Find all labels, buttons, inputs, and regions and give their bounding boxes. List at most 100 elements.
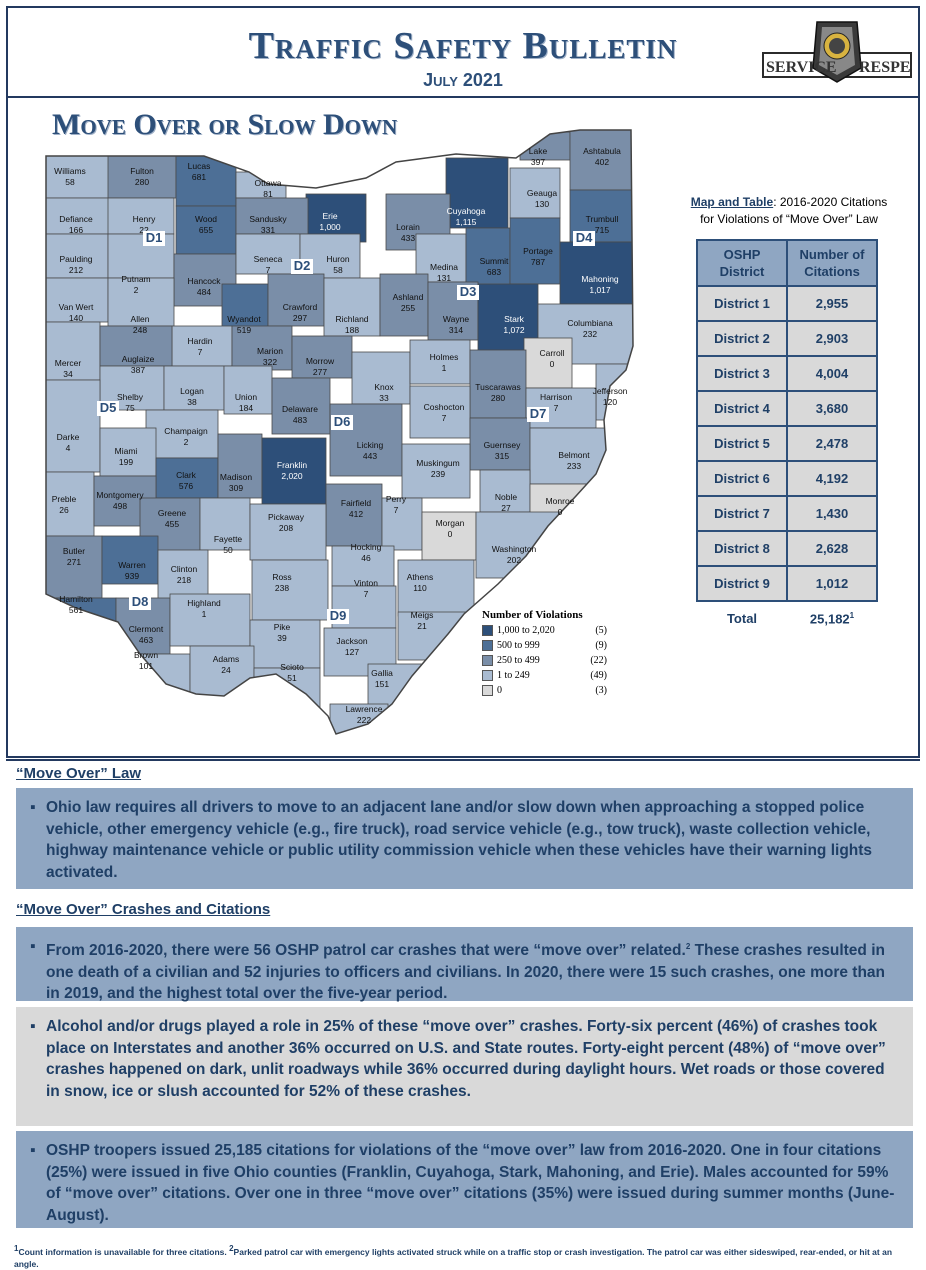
table-row: District 4 3,680 [696,390,878,427]
county-ross [251,559,329,621]
county-fayette [199,497,251,551]
legend-row: 1 to 249 (49) [482,668,612,683]
crashes-text-box-2: ▪ Alcohol and/or drugs played a role in … [16,1007,913,1126]
county-value-label: 120 [603,397,617,407]
county-value-label: 166 [69,225,83,235]
county-miami [99,427,157,477]
county-value-label: 2 [184,437,189,447]
county-brown [121,653,191,701]
law-heading: “Move Over” Law [16,765,142,782]
county-value-label: 271 [67,557,81,567]
district-marker-box [143,231,165,246]
county-name-label: Hardin [187,336,212,346]
county-value-label: 787 [531,257,545,267]
county-name-label: Huron [326,254,349,264]
bullet-icon: ▪ [30,1142,36,1159]
county-value-label: 322 [263,357,277,367]
county-name-label: Auglaize [122,354,155,364]
county-perry [381,497,423,551]
county-value-label: 239 [431,469,445,479]
county-name-label: Wayne [443,314,469,324]
district-cell: District 9 [696,565,788,602]
county-value-label: 280 [491,393,505,403]
county-value-label: 51 [287,673,297,683]
legend-count: (22) [590,655,607,666]
county-name-label: Coshocton [424,402,465,412]
county-greene [139,497,201,557]
citations-cell: 2,628 [786,530,878,567]
county-value-label: 46 [361,553,371,563]
county-value-label: 7 [394,505,399,515]
district-cell: District 2 [696,320,788,357]
county-auglaize [99,325,173,367]
county-name-label: Sandusky [249,214,287,224]
county-value-label: 222 [357,715,371,725]
county-name-label: Trumbull [586,214,619,224]
county-name-label: Morrow [306,356,335,366]
crashes-text-box-1: ▪ From 2016-2020, there were 56 OSHP pat… [16,927,913,1002]
county-name-label: Greene [158,508,187,518]
citations-cell: 2,903 [786,320,878,357]
county-name-label: Hancock [187,276,221,286]
county-name-label: Jackson [336,636,367,646]
county-value-label: 238 [275,583,289,593]
county-value-label: 715 [595,225,609,235]
district-cell: District 7 [696,495,788,532]
county-name-label: Vinton [354,578,378,588]
footnote-1: Count information is unavailable for thr… [18,1246,230,1257]
county-value-label: 58 [333,265,343,275]
county-name-label: Licking [357,440,384,450]
county-wood [175,205,237,255]
citations-cell: 4,192 [786,460,878,497]
legend-swatch [482,655,493,666]
county-name-label: Williams [54,166,86,176]
county-name-label: Pike [274,622,291,632]
county-name-label: Butler [63,546,85,556]
county-value-label: 218 [177,575,191,585]
county-name-label: Mahoning [581,274,619,284]
county-name-label: Brown [134,650,158,660]
county-value-label: 1,072 [503,325,525,335]
county-name-label: Delaware [282,404,318,414]
county-name-label: Summit [480,256,509,266]
county-value-label: 331 [261,225,275,235]
county-name-label: Cuyahoga [447,206,486,216]
county-name-label: Athens [407,572,433,582]
county-value-label: 81 [263,189,273,199]
citations-cell: 4,004 [786,355,878,392]
county-name-label: Montgomery [96,490,144,500]
county-madison [217,433,263,499]
legend-count: (9) [595,640,607,651]
county-name-label: Wood [195,214,217,224]
county-value-label: 39 [277,633,287,643]
district-citations-table: OSHP District Number of Citations Distri… [696,239,878,635]
county-value-label: 38 [187,397,197,407]
table-row: District 8 2,628 [696,530,878,567]
legend-range: 1 to 249 [497,670,530,681]
crashes-p1a: From 2016-2020, there were 56 OSHP patro… [46,942,686,960]
county-value-label: 58 [65,177,75,187]
badge-service-text: SERVICE [766,59,837,76]
county-value-label: 101 [139,661,153,671]
county-name-label: Ashland [393,292,424,302]
county-value-label: 443 [363,451,377,461]
county-value-label: 0 [550,359,555,369]
table-total-row: Total 25,1821 [697,601,877,635]
county-name-label: Harrison [540,392,572,402]
district-marker-box [291,259,313,274]
county-value-label: 33 [379,393,389,403]
county-name-label: Fayette [214,534,243,544]
county-name-label: Marion [257,346,283,356]
county-value-label: 412 [349,509,363,519]
legend-row: 1,000 to 2,020 (5) [482,623,612,638]
county-name-label: Perry [386,494,407,504]
county-value-label: 34 [63,369,73,379]
county-logan [163,365,225,411]
county-value-label: 483 [293,415,307,425]
district-cell: District 6 [696,460,788,497]
county-name-label: Allen [131,314,150,324]
county-value-label: 1 [202,609,207,619]
county-value-label: 130 [535,199,549,209]
legend-swatch [482,685,493,696]
district-marker-box [331,415,353,430]
